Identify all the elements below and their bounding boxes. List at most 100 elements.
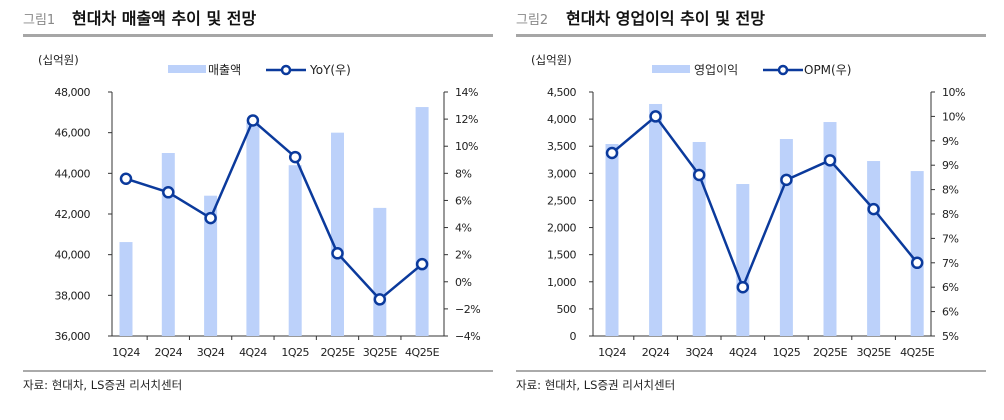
series-line bbox=[125, 119, 423, 301]
x-tick-label: 2Q25E bbox=[320, 346, 355, 359]
x-tick-label: 4Q25E bbox=[900, 346, 935, 359]
y-tick-label: 1,000 bbox=[547, 276, 576, 289]
y2-tick-label: 14% bbox=[455, 86, 478, 99]
bar bbox=[779, 139, 793, 336]
line-point bbox=[288, 150, 302, 164]
y2-tick-label: 7% bbox=[942, 232, 958, 245]
chart-title: 현대차 영업이익 추이 및 전망 bbox=[566, 9, 765, 28]
legend-marker-icon bbox=[280, 64, 292, 76]
y2-tick-label: 7% bbox=[942, 257, 958, 270]
y-tick-label: 36,000 bbox=[55, 330, 91, 343]
chart-2: 그림2 현대차 영업이익 추이 및 전망 (십억원) 영업이익 OPM(우) 0 500 1,… bbox=[516, 9, 986, 392]
bar bbox=[331, 132, 344, 336]
y-axis-unit-label: (십억원) bbox=[531, 53, 572, 67]
figure-label: 그림2 bbox=[516, 13, 548, 28]
bar bbox=[373, 207, 387, 336]
x-tick-label: 3Q25E bbox=[857, 346, 892, 359]
line-point bbox=[373, 293, 387, 306]
y-tick-label: 500 bbox=[557, 303, 577, 316]
y2-tick-label: 5% bbox=[942, 330, 958, 343]
line-point bbox=[162, 186, 175, 199]
y-tick-label: 0 bbox=[570, 330, 577, 343]
y-tick-label: 3,500 bbox=[547, 140, 576, 153]
legend-label-line: OPM(우) bbox=[804, 63, 851, 77]
x-tick-label: 1Q24 bbox=[598, 346, 626, 359]
line-point bbox=[415, 257, 429, 271]
x-tick-label: 1Q25 bbox=[281, 346, 309, 359]
bar bbox=[415, 107, 429, 337]
bar bbox=[119, 242, 133, 336]
source-note: 자료: 현대차, LS증권 리서치센터 bbox=[23, 378, 182, 392]
source-note: 자료: 현대차, LS증권 리서치센터 bbox=[516, 378, 675, 392]
y-tick-label: 1,500 bbox=[547, 249, 576, 262]
line-point bbox=[692, 168, 706, 182]
chart-1: 그림1 현대차 매출액 추이 및 전망 (십억원) 매출액 YoY(우) 36,000 38… bbox=[23, 9, 493, 392]
y2-tick-label: −4% bbox=[455, 330, 480, 343]
bar bbox=[605, 143, 619, 336]
y2-tick-label: 8% bbox=[942, 184, 958, 197]
y2-tick-label: 2% bbox=[455, 249, 471, 262]
chart-title: 현대차 매출액 추이 및 전망 bbox=[72, 9, 256, 28]
y-tick-label: 2,000 bbox=[547, 222, 576, 235]
x-tick-label: 3Q24 bbox=[197, 346, 225, 359]
y2-tick-label: 10% bbox=[942, 86, 965, 99]
x-tick-label: 2Q24 bbox=[154, 346, 182, 359]
x-tick-label: 4Q24 bbox=[239, 346, 267, 359]
legend-marker-icon bbox=[777, 64, 789, 76]
x-tick-label: 3Q25E bbox=[363, 346, 398, 359]
y2-tick-label: 0% bbox=[455, 276, 471, 289]
y2-tick-label: −2% bbox=[455, 303, 480, 316]
legend-label-line: YoY(우) bbox=[309, 63, 351, 77]
y2-tick-label: 9% bbox=[942, 135, 958, 148]
bar bbox=[692, 141, 706, 336]
y-tick-label: 44,000 bbox=[55, 167, 91, 180]
y2-tick-label: 6% bbox=[942, 306, 958, 319]
y2-tick-label: 8% bbox=[942, 208, 958, 221]
x-tick-label: 2Q25E bbox=[813, 346, 848, 359]
y2-tick-label: 6% bbox=[455, 194, 471, 207]
y-tick-label: 38,000 bbox=[55, 289, 91, 302]
bar bbox=[161, 153, 175, 336]
y2-tick-label: 12% bbox=[455, 113, 478, 126]
x-tick-label: 1Q24 bbox=[112, 346, 140, 359]
bar bbox=[910, 171, 924, 336]
line-point bbox=[204, 211, 217, 225]
y2-tick-label: 4% bbox=[455, 222, 471, 235]
line-point bbox=[780, 173, 793, 187]
line-point bbox=[119, 172, 133, 186]
legend-label-bar: 매출액 bbox=[208, 63, 241, 77]
y-tick-label: 4,000 bbox=[547, 113, 576, 126]
line-point bbox=[867, 202, 880, 216]
y-tick-label: 3,000 bbox=[547, 167, 576, 180]
y-tick-label: 46,000 bbox=[55, 127, 91, 140]
bar bbox=[246, 122, 260, 336]
line-point bbox=[910, 256, 924, 270]
y-tick-label: 48,000 bbox=[55, 86, 91, 99]
bar bbox=[288, 165, 302, 336]
y-tick-label: 40,000 bbox=[55, 249, 91, 262]
bar bbox=[736, 184, 750, 336]
figure-label: 그림1 bbox=[23, 13, 55, 28]
y-tick-label: 4,500 bbox=[547, 86, 576, 99]
bar bbox=[823, 122, 837, 336]
title-rule bbox=[516, 34, 986, 37]
y2-tick-label: 8% bbox=[455, 167, 471, 180]
x-tick-label: 4Q25E bbox=[405, 346, 440, 359]
y2-tick-label: 10% bbox=[455, 140, 478, 153]
y2-tick-label: 10% bbox=[942, 110, 965, 123]
bar bbox=[204, 195, 218, 336]
x-tick-label: 3Q24 bbox=[685, 346, 713, 359]
legend-bar-swatch bbox=[168, 65, 206, 73]
legend-label-bar: 영업이익 bbox=[694, 63, 738, 77]
y2-tick-label: 9% bbox=[942, 159, 958, 172]
x-tick-label: 2Q24 bbox=[642, 346, 670, 359]
x-tick-label: 1Q25 bbox=[773, 346, 801, 359]
y-tick-label: 2,500 bbox=[547, 194, 576, 207]
line-point bbox=[823, 154, 837, 167]
line-point bbox=[605, 146, 619, 160]
line-point bbox=[736, 280, 750, 294]
legend-bar-swatch bbox=[652, 65, 690, 73]
bar bbox=[867, 161, 881, 336]
y-axis-unit-label: (십억원) bbox=[38, 53, 79, 67]
